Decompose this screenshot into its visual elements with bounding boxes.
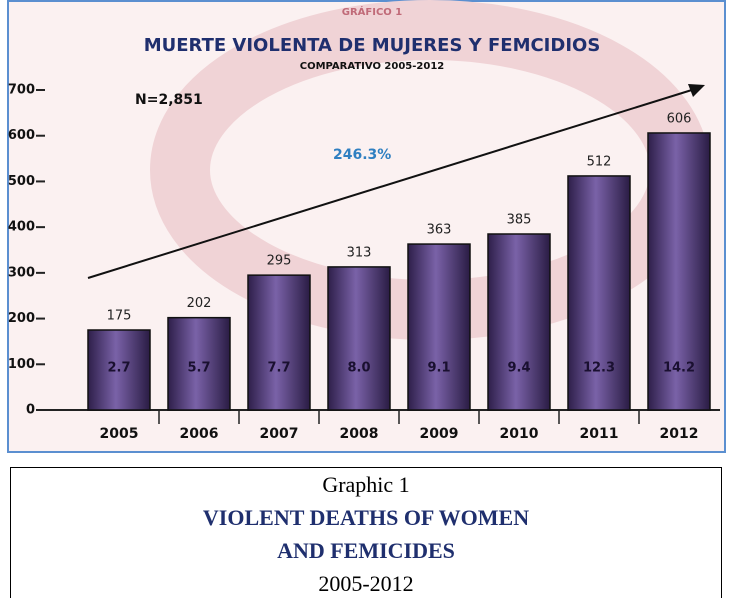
- inner-label: 14.2: [663, 361, 695, 376]
- x-tick-label: 2008: [340, 426, 379, 442]
- arrow-head: [688, 84, 705, 97]
- inner-label: 9.4: [507, 361, 530, 376]
- value-label: 363: [427, 223, 452, 238]
- y-tick-label: 0: [26, 403, 35, 418]
- caption-line: Graphic 1: [322, 472, 410, 497]
- value-label: 385: [507, 213, 532, 228]
- caption-line: 2005-2012: [318, 571, 414, 596]
- inner-label: 2.7: [107, 361, 130, 376]
- inner-label: 12.3: [583, 361, 615, 376]
- annotation: 246.3%: [333, 147, 391, 163]
- x-tick-label: 2005: [100, 426, 139, 442]
- x-tick-label: 2009: [420, 426, 459, 442]
- annotation: N=2,851: [135, 92, 203, 108]
- subtitle: COMPARATIVO 2005-2012: [300, 61, 445, 72]
- chart: GRÁFICO 1 MUERTE VIOLENTA DE MUJERES Y F…: [7, 0, 726, 453]
- chart-title: MUERTE VIOLENTA DE MUJERES Y FEMCIDIOS: [144, 35, 601, 56]
- x-tick-label: 2012: [660, 426, 699, 442]
- caption: Graphic 1 VIOLENT DEATHS OF WOMEN AND FE…: [10, 467, 722, 598]
- bar: [407, 243, 471, 411]
- value-label: 606: [667, 111, 692, 126]
- bar: [167, 316, 231, 411]
- x-tick-label: 2006: [180, 426, 219, 442]
- bar: [327, 266, 391, 411]
- inner-label: 5.7: [187, 361, 210, 376]
- x-tick-label: 2010: [500, 426, 539, 442]
- inner-label: 9.1: [427, 361, 450, 376]
- x-tick-label: 2011: [580, 426, 619, 442]
- bar: [87, 329, 151, 411]
- y-tick-label: 700: [8, 83, 35, 98]
- inner-label: 7.7: [267, 361, 290, 376]
- value-label: 295: [267, 254, 292, 269]
- value-label: 313: [347, 245, 372, 260]
- x-tick-label: 2007: [260, 426, 299, 442]
- caption-line: AND FEMICIDES: [277, 538, 455, 563]
- bar: [647, 132, 711, 411]
- y-tick-label: 100: [8, 357, 35, 372]
- inner-label: 8.0: [347, 361, 370, 376]
- trend-arrow: [87, 88, 696, 279]
- value-label: 512: [587, 154, 612, 169]
- y-tick-label: 400: [8, 220, 35, 235]
- value-label: 175: [107, 309, 132, 324]
- y-tick-label: 600: [8, 128, 35, 143]
- y-tick-label: 200: [8, 311, 35, 326]
- y-tick-label: 500: [8, 174, 35, 189]
- supertitle: GRÁFICO 1: [342, 5, 403, 18]
- y-tick-label: 300: [8, 265, 35, 280]
- bar: [247, 274, 311, 411]
- value-label: 202: [187, 296, 212, 311]
- bar: [487, 233, 551, 411]
- bar: [567, 175, 631, 411]
- caption-line: VIOLENT DEATHS OF WOMEN: [202, 505, 530, 530]
